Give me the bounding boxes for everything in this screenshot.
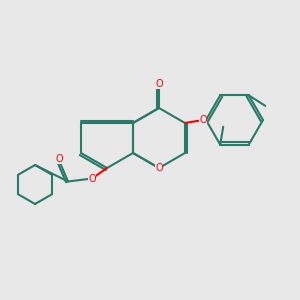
Text: O: O [155,79,163,89]
Text: O: O [88,173,96,184]
Text: O: O [199,115,207,125]
Text: O: O [55,154,63,164]
Text: O: O [155,163,163,173]
